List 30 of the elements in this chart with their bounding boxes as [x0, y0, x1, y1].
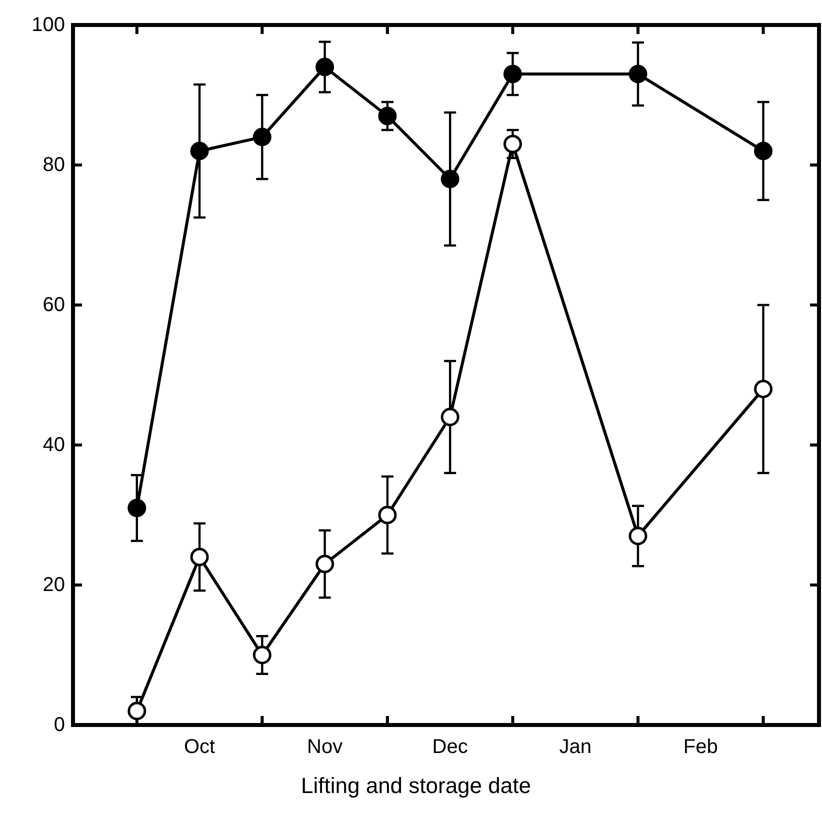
point: [628, 64, 648, 84]
x-tick-label: Nov: [307, 736, 343, 758]
point: [252, 646, 272, 664]
y-tick-label: 0: [54, 714, 65, 736]
y-tick-label: 20: [42, 574, 65, 596]
point: [440, 170, 460, 188]
x-tick-label: Jan: [559, 736, 592, 758]
point: [440, 408, 460, 426]
point: [128, 498, 146, 518]
x-axis-title: Lifting and storage date: [301, 773, 531, 798]
point: [378, 106, 397, 126]
x-tick-label: Feb: [683, 736, 718, 758]
point: [316, 554, 334, 574]
point: [252, 128, 272, 146]
point: [628, 526, 648, 546]
point: [503, 64, 522, 84]
point: [754, 380, 773, 398]
point: [503, 134, 522, 154]
point: [378, 506, 397, 524]
y-tick-label: 80: [42, 154, 65, 176]
point: [190, 548, 209, 566]
point: [128, 702, 146, 720]
x-tick-label: Dec: [432, 736, 468, 758]
point: [190, 142, 209, 160]
y-tick-label: 60: [42, 294, 65, 316]
x-tick-label: Oct: [184, 736, 216, 758]
point: [316, 58, 334, 76]
point: [754, 142, 773, 160]
y-tick-label: 100: [32, 14, 65, 36]
y-tick-label: 40: [42, 434, 65, 456]
